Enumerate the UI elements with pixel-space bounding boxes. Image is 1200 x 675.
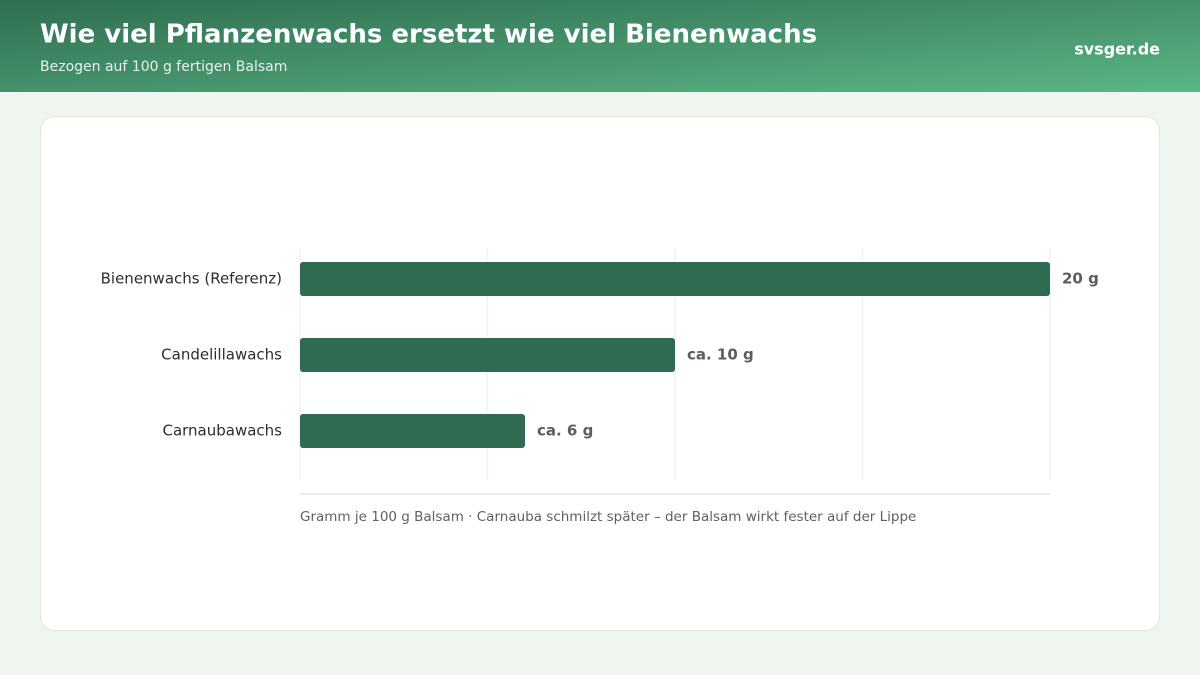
category-label: Bienenwachs (Referenz) xyxy=(101,270,282,288)
subtitle: Bezogen auf 100 g fertigen Balsam xyxy=(40,59,287,75)
category-label: Candelillawachs xyxy=(161,346,282,364)
bar xyxy=(300,414,525,448)
value-label: ca. 6 g xyxy=(537,422,593,440)
header-band xyxy=(0,0,1200,92)
value-label: 20 g xyxy=(1062,270,1099,288)
axis-note: Gramm je 100 g Balsam · Carnauba schmilz… xyxy=(300,509,916,525)
bar xyxy=(300,262,1050,296)
card xyxy=(40,116,1160,631)
category-label: Carnaubawachs xyxy=(162,422,282,440)
title: Wie viel Pflanzenwachs ersetzt wie viel … xyxy=(40,20,817,50)
bar xyxy=(300,338,675,372)
brand: svsger.de xyxy=(1074,40,1160,59)
value-label: ca. 10 g xyxy=(687,346,754,364)
